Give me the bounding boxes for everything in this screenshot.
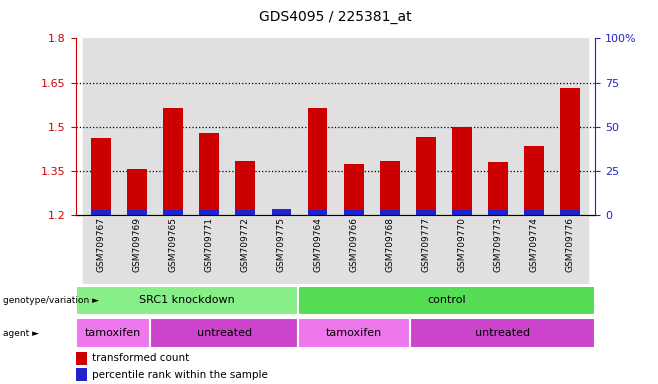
Bar [83, 38, 119, 215]
Bar [408, 38, 444, 215]
Bar [227, 38, 263, 215]
Bar [236, 161, 255, 215]
Bar [163, 210, 183, 215]
Bar [410, 318, 595, 348]
Bar [343, 210, 364, 215]
Bar [343, 164, 364, 215]
Bar [150, 318, 299, 348]
Text: tamoxifen: tamoxifen [85, 328, 141, 338]
Text: transformed count: transformed count [92, 353, 190, 363]
Text: tamoxifen: tamoxifen [326, 328, 382, 338]
Text: genotype/variation ►: genotype/variation ► [3, 296, 99, 305]
Bar [516, 38, 552, 215]
Bar [488, 210, 508, 215]
Bar [480, 215, 516, 284]
Bar [272, 209, 291, 215]
Bar [336, 215, 372, 284]
Text: GSM709770: GSM709770 [457, 217, 467, 272]
Text: GSM709773: GSM709773 [494, 217, 503, 272]
Bar [155, 38, 191, 215]
Text: GSM709764: GSM709764 [313, 217, 322, 272]
Bar [480, 38, 516, 215]
Bar [263, 215, 299, 284]
Bar [444, 38, 480, 215]
Text: GDS4095 / 225381_at: GDS4095 / 225381_at [259, 10, 412, 24]
Bar [380, 210, 399, 215]
Bar [76, 352, 87, 365]
Bar [91, 139, 111, 215]
Bar [380, 161, 399, 215]
Text: GSM709771: GSM709771 [205, 217, 214, 272]
Bar [452, 210, 472, 215]
Bar [307, 210, 328, 215]
Text: agent ►: agent ► [3, 329, 39, 338]
Bar [307, 108, 328, 215]
Bar [163, 108, 183, 215]
Text: untreated: untreated [475, 328, 530, 338]
Bar [127, 210, 147, 215]
Bar [336, 38, 372, 215]
Text: control: control [428, 295, 467, 306]
Bar [561, 88, 580, 215]
Bar [76, 368, 87, 381]
Bar [524, 146, 544, 215]
Bar [552, 38, 588, 215]
Bar [127, 169, 147, 215]
Bar [372, 215, 408, 284]
Text: GSM709765: GSM709765 [168, 217, 178, 272]
Text: GSM709776: GSM709776 [566, 217, 574, 272]
Text: GSM709767: GSM709767 [97, 217, 105, 272]
Bar [76, 318, 150, 348]
Text: percentile rank within the sample: percentile rank within the sample [92, 370, 268, 380]
Bar [236, 210, 255, 215]
Text: GSM709777: GSM709777 [421, 217, 430, 272]
Bar [408, 215, 444, 284]
Bar [552, 215, 588, 284]
Bar [516, 215, 552, 284]
Text: GSM709774: GSM709774 [530, 217, 539, 272]
Text: GSM709772: GSM709772 [241, 217, 250, 272]
Bar [119, 215, 155, 284]
Bar [263, 38, 299, 215]
Bar [199, 210, 219, 215]
Bar [199, 132, 219, 215]
Bar [488, 162, 508, 215]
Bar [524, 210, 544, 215]
Bar [227, 215, 263, 284]
Text: GSM709766: GSM709766 [349, 217, 358, 272]
Bar [444, 215, 480, 284]
Text: GSM709769: GSM709769 [132, 217, 141, 272]
Bar [191, 38, 227, 215]
Bar [91, 210, 111, 215]
Bar [76, 286, 299, 315]
Bar [561, 210, 580, 215]
Bar [155, 215, 191, 284]
Bar [416, 210, 436, 215]
Bar [191, 215, 227, 284]
Text: GSM709775: GSM709775 [277, 217, 286, 272]
Bar [299, 38, 336, 215]
Text: GSM709768: GSM709768 [385, 217, 394, 272]
Bar [299, 318, 410, 348]
Bar [119, 38, 155, 215]
Bar [272, 210, 291, 215]
Bar [372, 38, 408, 215]
Text: SRC1 knockdown: SRC1 knockdown [139, 295, 235, 306]
Bar [299, 286, 595, 315]
Bar [452, 127, 472, 215]
Text: untreated: untreated [197, 328, 252, 338]
Bar [83, 215, 119, 284]
Bar [416, 137, 436, 215]
Bar [299, 215, 336, 284]
